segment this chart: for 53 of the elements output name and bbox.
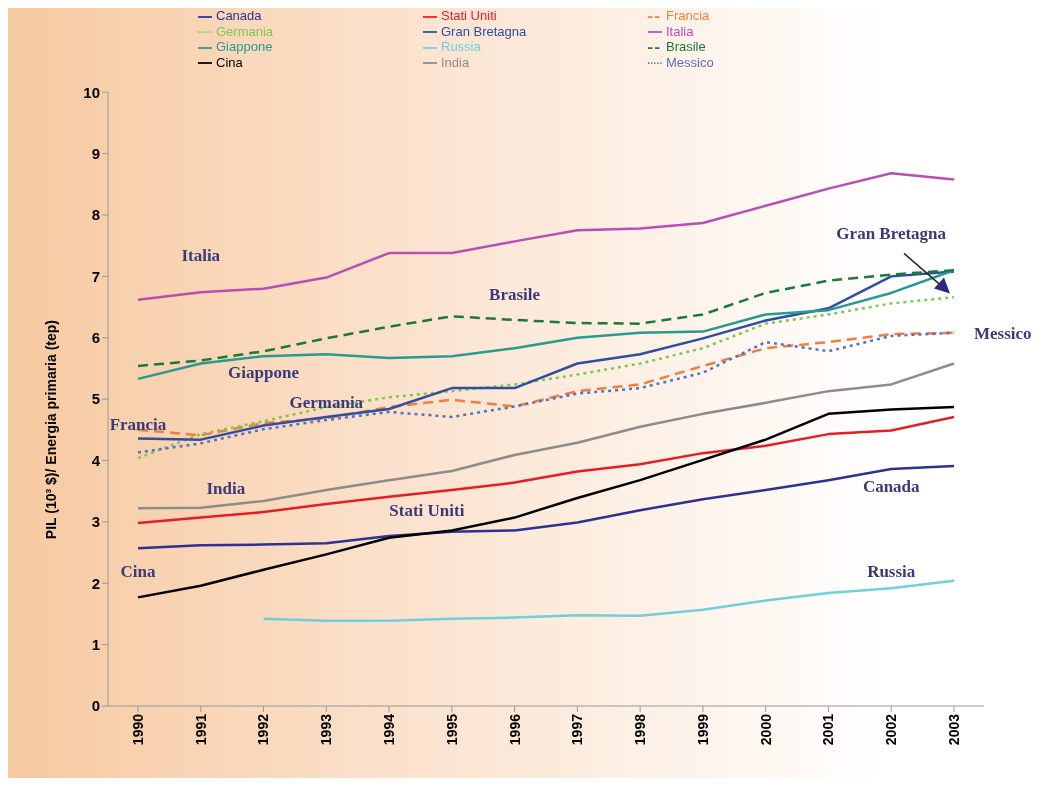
annotation: India (206, 479, 246, 499)
legend-label: Stati Uniti (441, 8, 497, 23)
annotation: Cina (120, 562, 156, 582)
y-tick-label: 1 (91, 635, 100, 653)
x-tick-label: 1992 (255, 713, 272, 746)
annotation: Brasile (489, 284, 541, 304)
line-series (136, 172, 956, 301)
x-tick-label: 2003 (945, 713, 962, 746)
x-tick-label: 1994 (381, 713, 398, 746)
annotation: Francia (109, 414, 167, 434)
x-tick-label: 2002 (883, 713, 900, 746)
y-tick-label: 2 (91, 574, 100, 592)
x-tick-label: 1991 (192, 713, 209, 746)
line-series (136, 464, 956, 550)
y-tick-label: 8 (91, 206, 100, 224)
annotation: Stati Uniti (389, 500, 465, 520)
y-tick-label: 3 (91, 513, 100, 531)
y-tick-label: 4 (91, 451, 101, 469)
legend-label: Messico (666, 54, 714, 70)
x-tick-label: 1996 (506, 713, 523, 746)
y-tick-label: 5 (91, 390, 100, 408)
legend-label: Russia (441, 39, 481, 55)
annotation: Canada (862, 477, 921, 497)
legend-label: Brasile (666, 39, 706, 55)
x-tick-label: 2001 (820, 713, 837, 746)
y-tick-label: 7 (91, 267, 100, 285)
y-tick-label: 6 (91, 329, 100, 347)
annotation: Italia (181, 245, 221, 265)
annotation: Gran Bretagna (836, 224, 947, 244)
legend-label: Italia (666, 23, 694, 39)
legend-label: Germania (216, 23, 274, 39)
annotation: Russia (867, 562, 916, 582)
x-tick-label: 1998 (632, 713, 649, 746)
legend-label: Canada (216, 8, 262, 23)
legend-label: Gran Bretagna (441, 23, 527, 39)
x-tick-label: 1995 (443, 713, 460, 746)
x-tick-label: 1990 (129, 713, 146, 746)
legend-label: Francia (666, 8, 710, 23)
annotation: Germania (289, 393, 364, 413)
annotation: Giappone (228, 362, 300, 382)
x-tick-label: 1999 (694, 713, 711, 746)
x-tick-label: 1993 (318, 713, 335, 746)
annotation: Messico (974, 323, 1032, 343)
y-tick-label: 0 (91, 697, 100, 715)
legend-label: Giappone (216, 39, 273, 55)
y-axis-title: PIL (10³ $)/ Energia primaria (tep) (42, 319, 59, 540)
x-tick-label: 1997 (569, 713, 586, 746)
y-tick-label: 10 (83, 83, 100, 101)
legend-label: India (441, 54, 470, 70)
legend-label: Cina (216, 54, 243, 70)
line-series (262, 579, 956, 622)
x-tick-label: 2000 (757, 713, 774, 746)
y-tick-label: 9 (91, 144, 100, 162)
